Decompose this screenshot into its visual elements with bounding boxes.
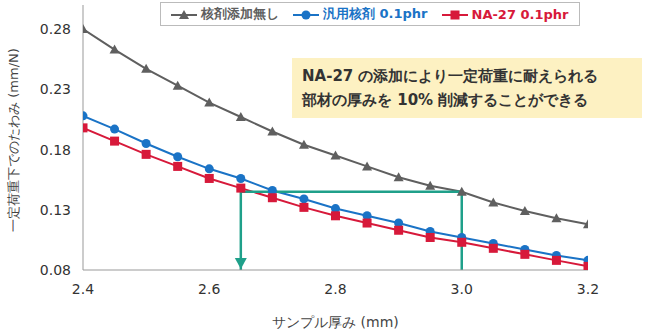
- svg-text:2.8: 2.8: [324, 281, 346, 297]
- svg-text:サンプル厚み (mm): サンプル厚み (mm): [272, 314, 399, 330]
- html-text:NA-27 の添加により一定荷重に耐えられる: NA-27 の添加により一定荷重に耐えられる: [302, 67, 599, 85]
- svg-text:0.28: 0.28: [40, 21, 71, 37]
- svg-text:2.4: 2.4: [72, 281, 94, 297]
- html-text:汎用核剤 0.1phr: 汎用核剤 0.1phr: [323, 6, 428, 21]
- html-text:NA-27 0.1phr: NA-27 0.1phr: [471, 6, 569, 22]
- svg-text:3.0: 3.0: [451, 281, 473, 297]
- svg-text:0.08: 0.08: [40, 262, 71, 278]
- svg-text:0.13: 0.13: [40, 202, 71, 218]
- html-text:部材の厚みを 10% 削減することができる: 部材の厚みを 10% 削減することができる: [302, 91, 589, 109]
- svg-text:0.18: 0.18: [40, 142, 71, 158]
- svg-text:0.23: 0.23: [40, 81, 71, 97]
- svg-text:3.2: 3.2: [577, 281, 599, 297]
- html-text:一定荷重下でのたわみ (mm/N): 一定荷重下でのたわみ (mm/N): [6, 48, 21, 232]
- html-text:核剤添加無し: 核剤添加無し: [201, 6, 279, 21]
- svg-text:2.6: 2.6: [198, 281, 220, 297]
